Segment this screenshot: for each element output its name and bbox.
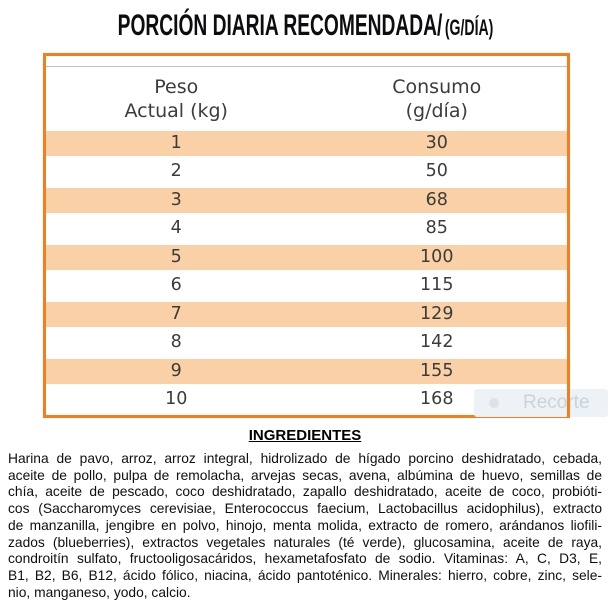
- ingredients-line: chía, aceite de pescado, coco deshidrata…: [8, 484, 602, 500]
- table-row: 2 50: [46, 158, 567, 187]
- header-consumo-line1: Consumo: [392, 76, 482, 98]
- table-top-gap: [46, 56, 567, 66]
- cell-consumo: 50: [425, 161, 448, 181]
- cell-consumo: 129: [420, 303, 454, 324]
- snip-watermark-label: Recorte: [523, 392, 590, 413]
- ingredients-line: aceite de pollo, pulpa de remolacha, arv…: [8, 467, 602, 483]
- cell-consumo: 142: [420, 332, 454, 352]
- ingredients-section: INGREDIENTES Harina de pavo, arroz, arro…: [0, 427, 610, 601]
- ingredients-heading: INGREDIENTES: [248, 427, 362, 444]
- ingredients-line: condroitín sulfato, fructooligosacáridos…: [8, 551, 602, 567]
- cell-peso: 8: [170, 332, 182, 352]
- table-row: 6 115: [46, 272, 567, 301]
- cell-consumo: 68: [425, 189, 448, 210]
- ingredients-paragraph: Harina de pavo, arroz, arroz integral, h…: [8, 451, 602, 601]
- cell-peso: 10: [165, 389, 188, 409]
- table-header-consumo: Consumo (g/día): [307, 75, 568, 129]
- table-border-segment: [567, 389, 570, 417]
- title-main: PORCIÓN DIARIA RECOMENDADA/: [117, 9, 442, 42]
- cell-consumo: 85: [425, 218, 448, 238]
- cell-peso: 1: [170, 132, 182, 153]
- table-row: 3 68: [46, 186, 567, 215]
- header-peso-line1: Peso: [154, 76, 199, 98]
- header-peso-line2: Actual (kg): [124, 100, 228, 122]
- title-unit: (G/DÍA): [444, 15, 493, 40]
- ingredients-line: B1, B2, B6, B12, ácido fólico, niacina, …: [8, 567, 602, 583]
- table-row: 7 129: [46, 300, 567, 329]
- ingredients-line: nio, manganeso, yodo, calcio.: [8, 584, 191, 600]
- table-row: 8 142: [46, 329, 567, 358]
- feeding-table: Peso Actual (kg) Consumo (g/día) 1 30 2 …: [43, 53, 570, 418]
- table-row: 4 85: [46, 215, 567, 244]
- cell-consumo: 100: [420, 246, 454, 267]
- table-row: 1 30: [46, 129, 567, 158]
- table-row: 9 155: [46, 357, 567, 386]
- ingredients-line: cos (Saccharomyces cerevisiae, Enterococ…: [8, 501, 602, 517]
- cell-peso: 6: [170, 275, 182, 295]
- table-row: 10 168: [46, 386, 567, 415]
- cell-peso: 5: [170, 246, 182, 267]
- cell-peso: 7: [170, 303, 182, 324]
- page-title-text: PORCIÓN DIARIA RECOMENDADA/(G/DÍA): [117, 10, 493, 44]
- page-title: PORCIÓN DIARIA RECOMENDADA/(G/DÍA): [0, 10, 610, 44]
- cell-peso: 2: [170, 161, 182, 181]
- header-consumo-line2: (g/día): [405, 100, 468, 122]
- ingredients-line: zados (blueberries), extractos vegetales…: [8, 534, 602, 550]
- table-body: 1 30 2 50 3 68 4 85 5 100 6 115: [46, 129, 567, 414]
- table-row: 5 100: [46, 243, 567, 272]
- table-header-peso: Peso Actual (kg): [46, 75, 307, 129]
- cell-peso: 9: [170, 360, 182, 381]
- cell-consumo: 168: [420, 389, 454, 409]
- ingredients-line: Harina de pavo, arroz, arroz integral, h…: [8, 451, 602, 466]
- cell-peso: 3: [170, 189, 182, 210]
- cell-consumo: 30: [425, 132, 448, 153]
- snip-dot-icon: [489, 398, 499, 408]
- cell-peso: 4: [170, 218, 182, 238]
- cell-consumo: 155: [420, 360, 454, 381]
- cell-consumo: 115: [420, 275, 454, 295]
- ingredients-line: de manzanilla, jengibre en polvo, hinojo…: [8, 517, 602, 533]
- table-header-row: Peso Actual (kg) Consumo (g/día): [46, 66, 567, 129]
